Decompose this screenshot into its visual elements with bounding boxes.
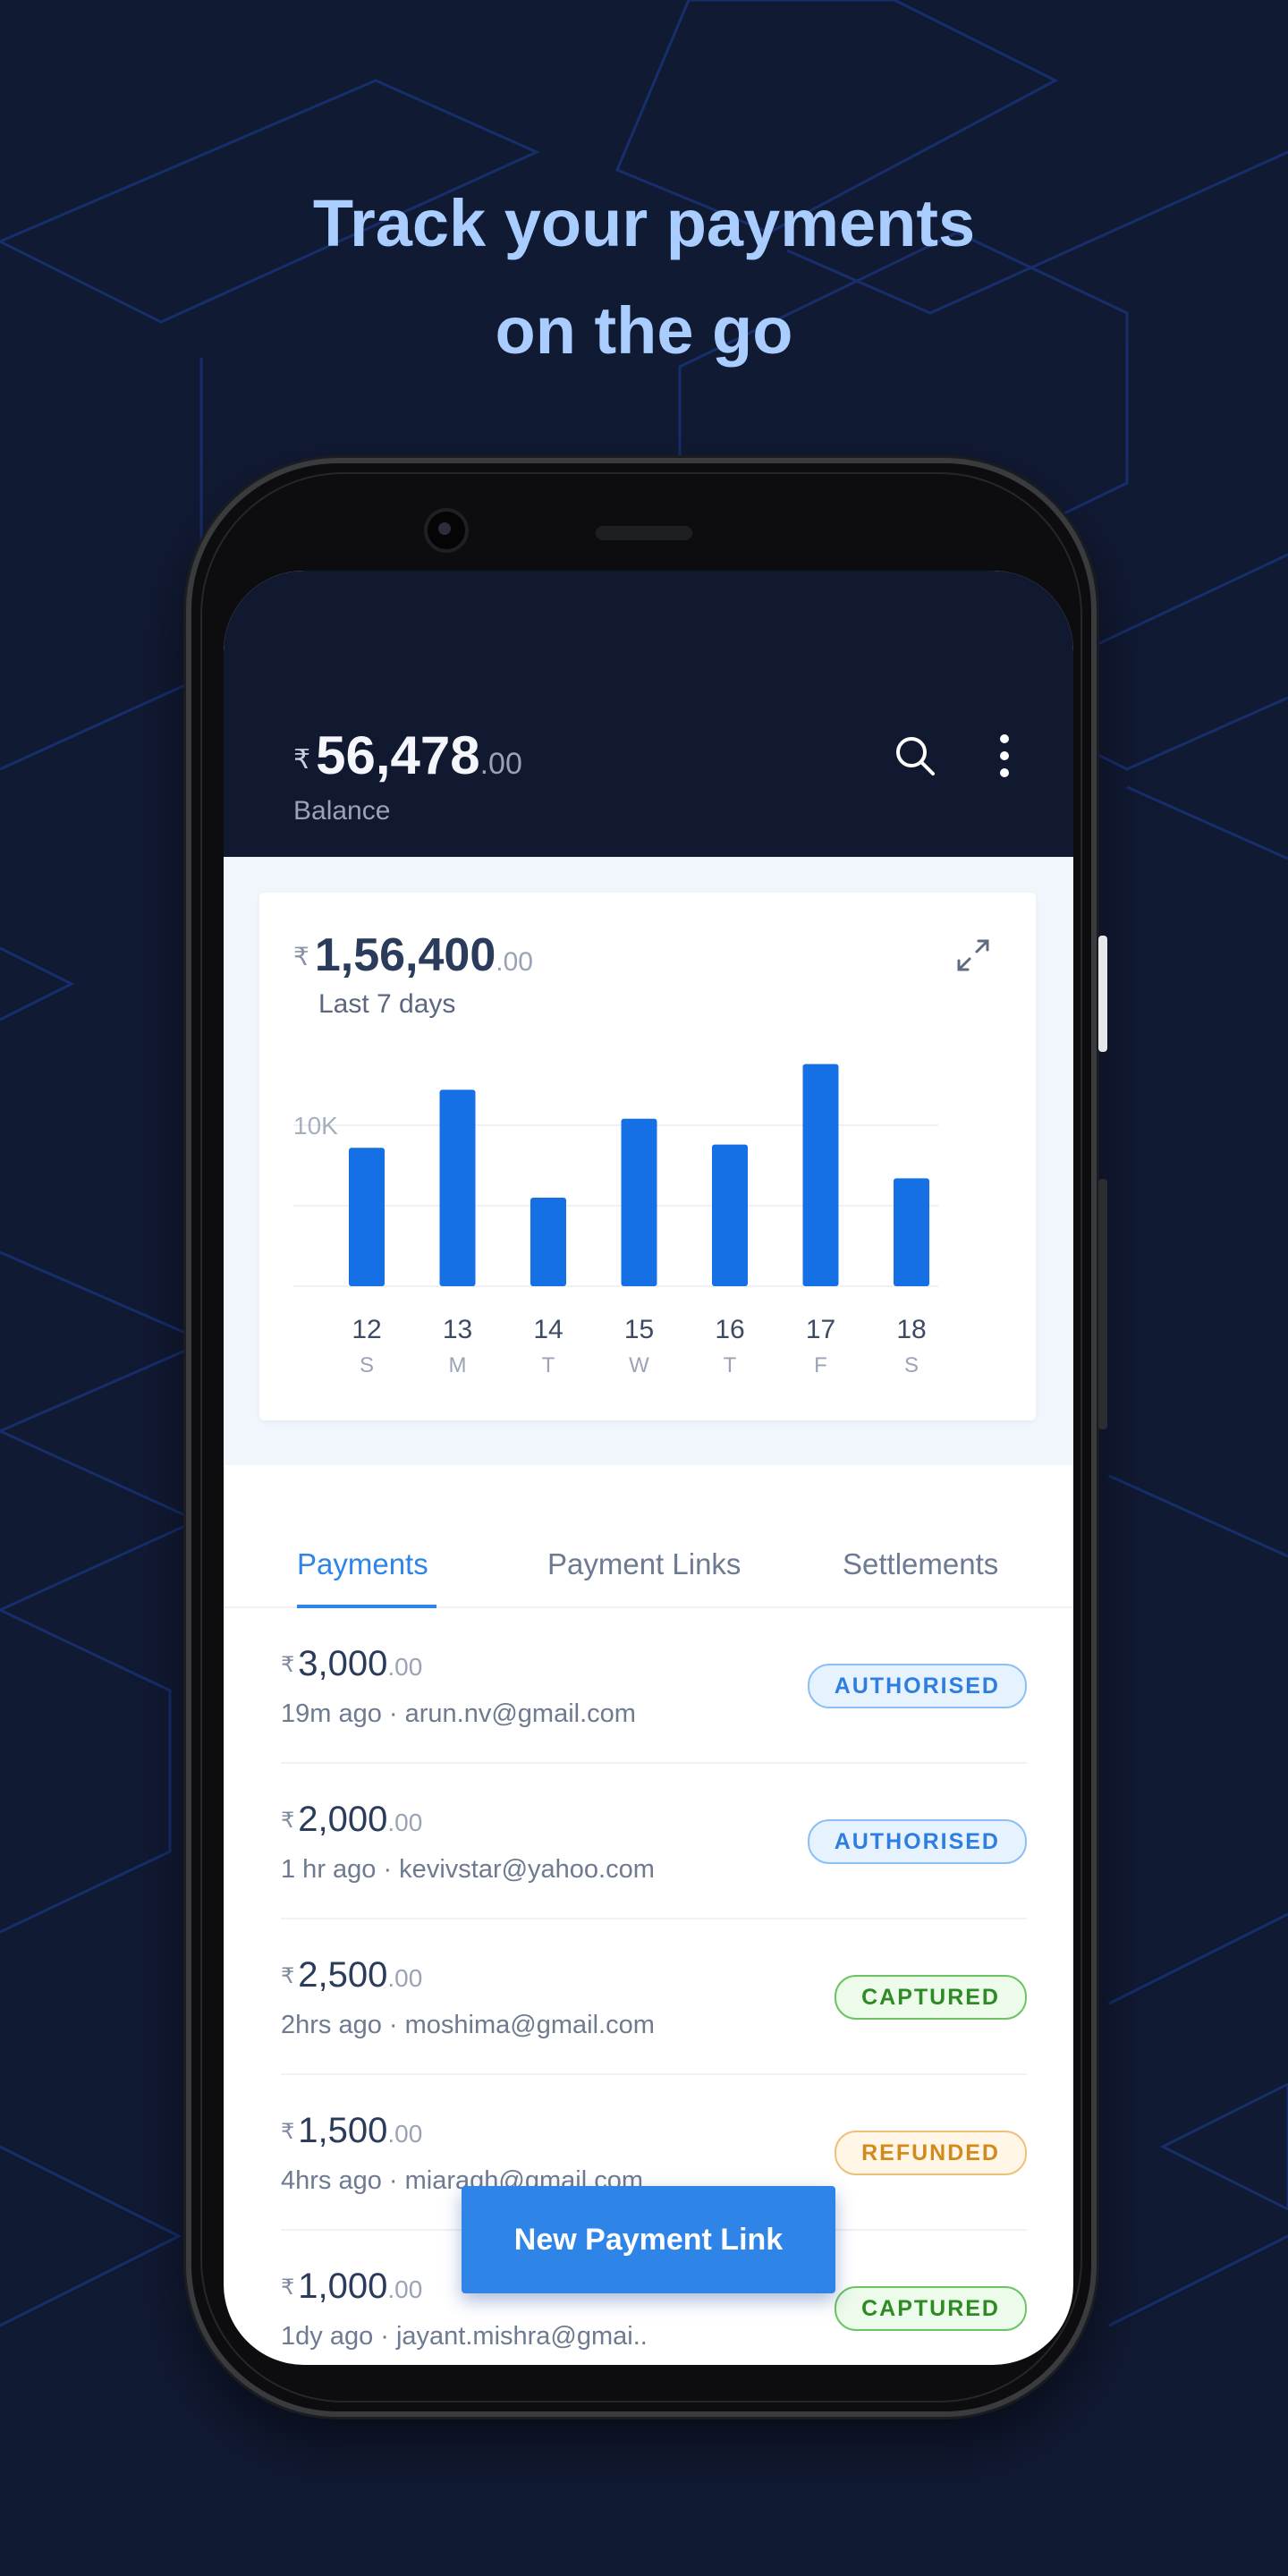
headline-line-1: Track your payments [312, 186, 976, 260]
bar [802, 1063, 839, 1286]
day-label: T [542, 1353, 555, 1377]
payment-list: ₹3,000.00 19m ago · arun.nv@gmail.com AU… [224, 1608, 1073, 2365]
currency-symbol: ₹ [281, 2120, 295, 2144]
payment-amount: ₹2,500.00 [281, 1955, 422, 1996]
bar [894, 1178, 929, 1286]
status-badge: CAPTURED [835, 2286, 1027, 2331]
tab-bar: Payments Payment Links Settlements [224, 1465, 1073, 1608]
bar [712, 1144, 748, 1286]
currency-symbol: ₹ [281, 1809, 295, 1833]
period-label: Last 7 days [318, 989, 456, 1019]
day-label: S [904, 1353, 919, 1377]
amount-decimal: .00 [387, 2275, 423, 2303]
balance-value: 56,478 [316, 725, 480, 785]
amount-decimal: .00 [387, 1964, 423, 1992]
tab-settlements[interactable]: Settlements [843, 1547, 999, 1580]
currency-symbol: ₹ [281, 1653, 295, 1677]
bar [621, 1118, 657, 1286]
status-badge: AUTHORISED [807, 1819, 1027, 1864]
amount-decimal: .00 [387, 2120, 423, 2148]
active-tab-indicator [297, 1605, 436, 1608]
x-tick-label: 14 [533, 1315, 563, 1344]
search-icon[interactable] [893, 733, 937, 778]
total-value: 1,56,400 [314, 929, 496, 981]
amount-decimal: .00 [387, 1653, 423, 1681]
status-badge: REFUNDED [835, 2131, 1027, 2175]
more-vertical-icon[interactable] [982, 733, 1027, 778]
amount-value: 2,000 [298, 1800, 388, 1839]
amount-decimal: .00 [387, 1809, 423, 1836]
total-amount: ₹1,56,400.00 [293, 928, 533, 982]
currency-symbol: ₹ [293, 943, 309, 970]
phone-bezel [200, 472, 1082, 2402]
x-tick-label: 18 [896, 1315, 926, 1344]
currency-symbol: ₹ [281, 2275, 295, 2300]
x-tick-label: 15 [624, 1315, 654, 1344]
currency-symbol: ₹ [293, 745, 311, 775]
day-label: W [629, 1353, 649, 1377]
day-label: M [449, 1353, 467, 1377]
bar [439, 1089, 476, 1286]
payment-meta: 1 hr ago · kevivstar@yahoo.com [281, 1855, 655, 1884]
balance-amount: ₹56,478.00 [293, 724, 522, 786]
payment-amount: ₹3,000.00 [281, 1644, 422, 1684]
payment-row[interactable]: ₹1,000.00 1dy ago · jayant.mishra@gmai..… [281, 2231, 1027, 2365]
new-payment-link-button[interactable]: New Payment Link [462, 2186, 835, 2293]
status-badge: CAPTURED [835, 1975, 1027, 2020]
status-badge: AUTHORISED [807, 1664, 1027, 1708]
front-camera [424, 508, 469, 553]
headline-line-2: on the go [495, 293, 793, 368]
day-label: T [724, 1353, 737, 1377]
bar [349, 1148, 385, 1286]
earpiece-speaker [596, 526, 692, 540]
payment-row[interactable]: ₹2,000.00 1 hr ago · kevivstar@yahoo.com… [281, 1764, 1027, 1919]
balance-label: Balance [293, 796, 391, 826]
day-label: F [814, 1353, 827, 1377]
tab-payments[interactable]: Payments [297, 1547, 428, 1580]
x-tick-label: 13 [443, 1315, 472, 1344]
app-header: ₹56,478.00 Balance [224, 571, 1073, 857]
x-tick-label: 17 [806, 1315, 835, 1344]
amount-value: 2,500 [298, 1955, 388, 1995]
payment-amount: ₹1,000.00 [281, 2267, 422, 2307]
volume-button [1098, 1179, 1107, 1429]
amount-value: 3,000 [298, 1644, 388, 1683]
total-decimal: .00 [496, 947, 533, 977]
day-label: S [360, 1353, 374, 1377]
payment-meta: 19m ago · arun.nv@gmail.com [281, 1699, 636, 1728]
phone-frame: ₹56,478.00 Balance ₹1,56,400.00 Last 7 d… [186, 458, 1107, 2417]
bar-chart: 10K 12 S 13 M 14 T 15 W 16 T 17 F 18 S [293, 1063, 938, 1377]
currency-symbol: ₹ [281, 1964, 295, 1988]
amount-value: 1,500 [298, 2111, 388, 2150]
amount-value: 1,000 [298, 2267, 388, 2306]
x-tick-label: 16 [715, 1315, 744, 1344]
bar [530, 1198, 566, 1286]
payment-row[interactable]: ₹3,000.00 19m ago · arun.nv@gmail.com AU… [281, 1608, 1027, 1764]
app-screen: ₹56,478.00 Balance ₹1,56,400.00 Last 7 d… [224, 571, 1073, 2365]
chart-section: ₹1,56,400.00 Last 7 days 10K 12 S 13 M 14 T 15 W… [224, 857, 1073, 1465]
payment-meta: 2hrs ago · moshima@gmail.com [281, 2011, 655, 2039]
x-tick-label: 12 [352, 1315, 381, 1344]
headline: Track your payments on the go [0, 170, 1288, 385]
balance-decimal: .00 [479, 747, 522, 781]
power-button [1098, 936, 1107, 1052]
expand-icon[interactable] [955, 937, 991, 973]
tab-payment-links[interactable]: Payment Links [547, 1547, 741, 1580]
payment-row[interactable]: ₹2,500.00 2hrs ago · moshima@gmail.com C… [281, 1919, 1027, 2075]
payment-amount: ₹1,500.00 [281, 2111, 422, 2151]
chart-card: ₹1,56,400.00 Last 7 days 10K 12 S 13 M 14 T 15 W… [259, 893, 1036, 1420]
y-tick-label: 10K [293, 1112, 338, 1140]
payment-amount: ₹2,000.00 [281, 1800, 422, 1840]
payment-meta: 1dy ago · jayant.mishra@gmai.. [281, 2322, 648, 2351]
